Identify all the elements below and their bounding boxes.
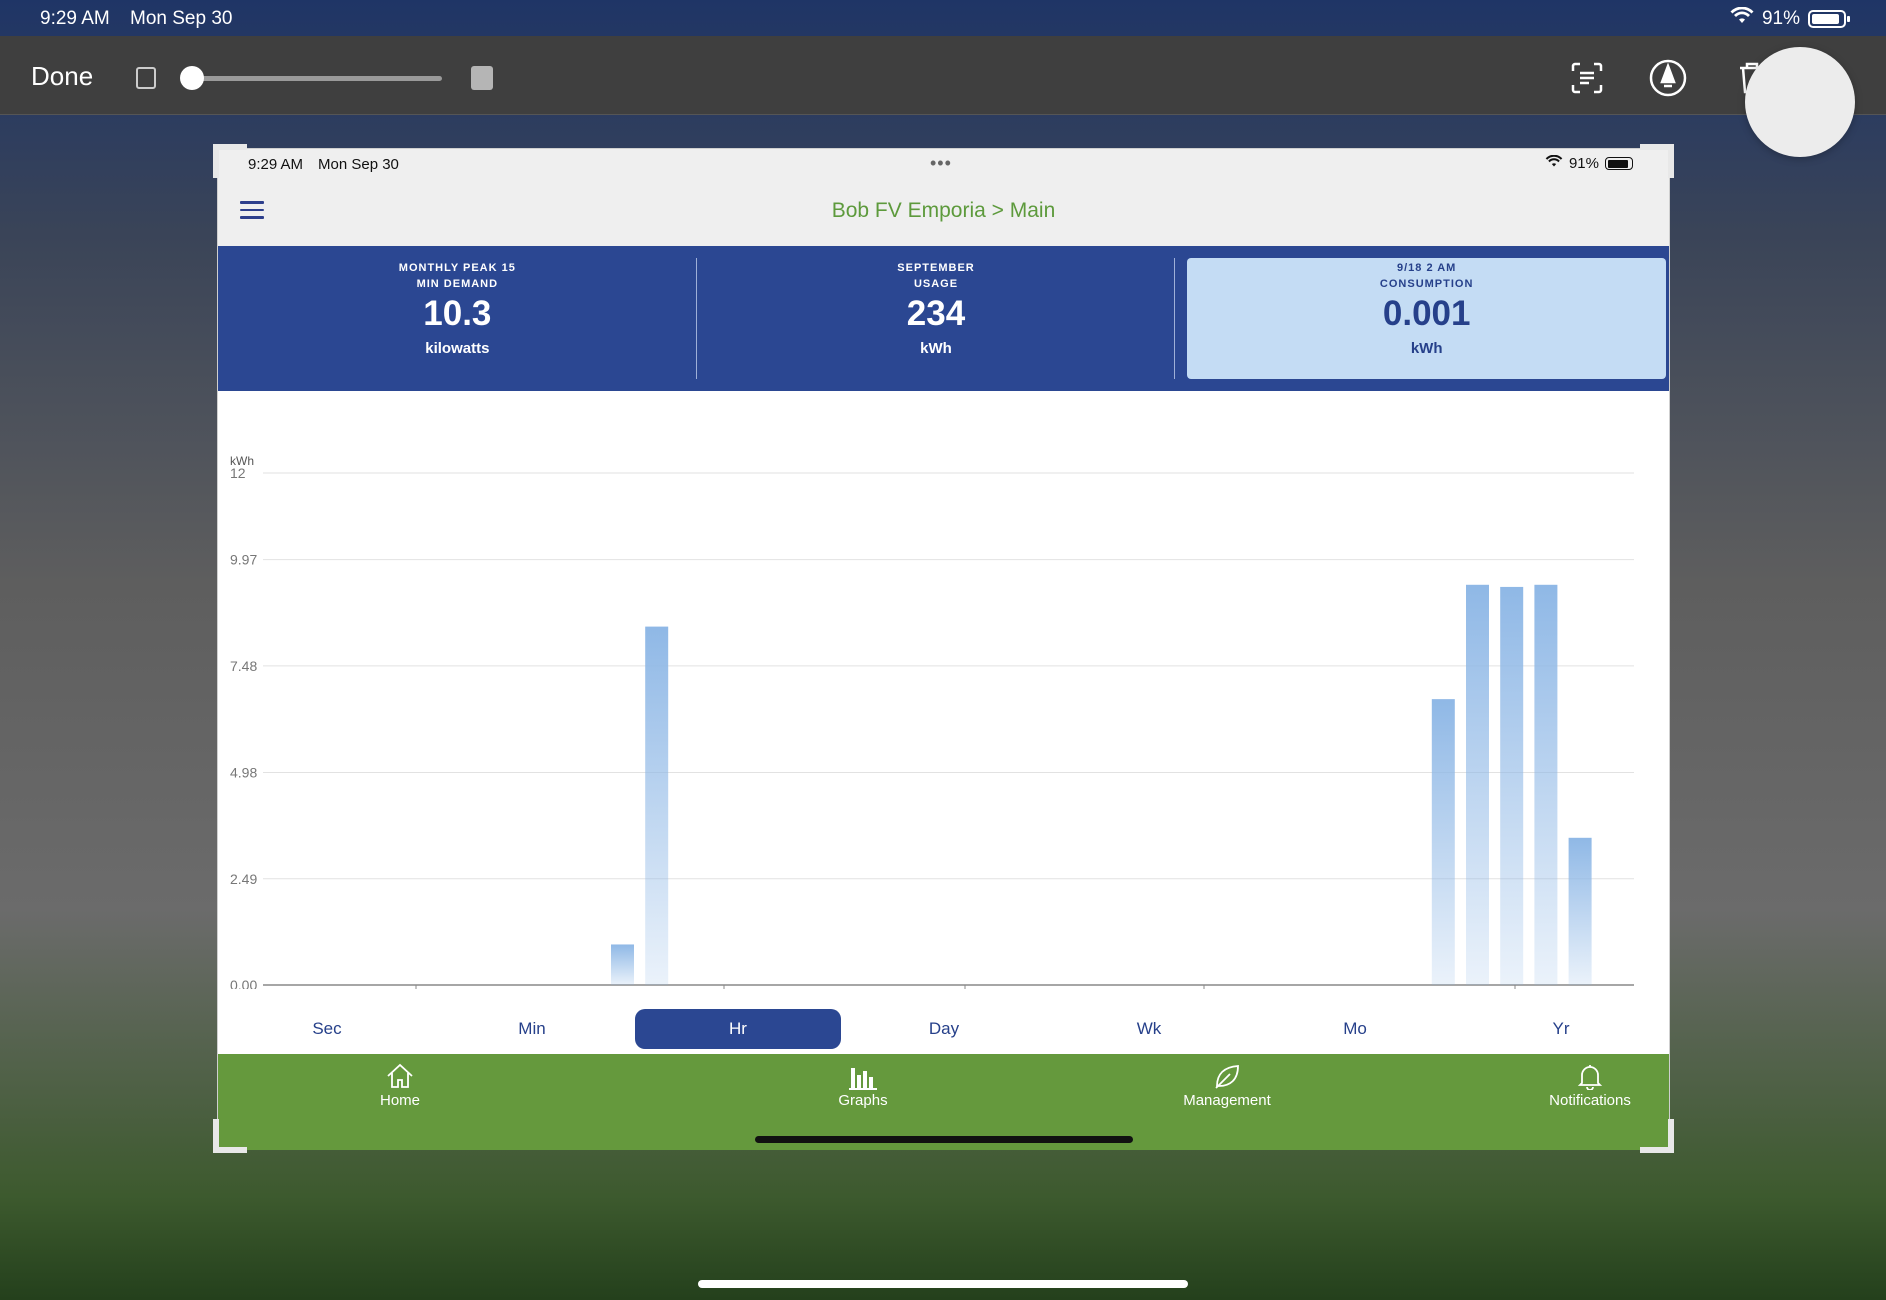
stat-label: MONTHLY PEAK 15 MIN DEMAND <box>398 262 516 290</box>
status-time: 9:29 AM <box>40 8 110 29</box>
stat-unit: kWh <box>920 340 952 357</box>
stat-value: 234 <box>906 294 966 333</box>
stat-label: SEPTEMBER USAGE <box>897 262 975 290</box>
crop-handle[interactable] <box>1668 1119 1674 1153</box>
range-yr-button[interactable]: Yr <box>1552 1019 1570 1038</box>
app-status-time: 9:29 AM <box>248 156 304 173</box>
app-status-date: Mon Sep 30 <box>318 156 399 173</box>
stat-monthly-usage[interactable]: SEPTEMBER USAGE 234 kWh <box>697 246 1176 391</box>
markup-pen-icon[interactable] <box>1648 58 1688 98</box>
app-status-bar: 9:29 AM Mon Sep 30 ••• 91% <box>218 149 1669 179</box>
wifi-icon <box>1730 6 1754 31</box>
tab-home[interactable]: Home <box>300 1062 500 1109</box>
stat-unit: kWh <box>1410 340 1443 357</box>
markup-toolbar: Done <box>0 36 1886 115</box>
chart-bar[interactable] <box>645 626 669 985</box>
stroke-slider[interactable] <box>186 76 442 81</box>
chart-bar[interactable] <box>1466 584 1489 985</box>
tab-notifications[interactable]: Notifications <box>1490 1062 1690 1109</box>
screenshot-preview: 9:29 AM Mon Sep 30 ••• 91% Bob FV Empori… <box>213 144 1674 1153</box>
y-tick-label: 7.48 <box>230 658 257 674</box>
device-status-bar: 9:29 AM Mon Sep 30 91% <box>0 0 1886 36</box>
stat-value: 0.001 <box>1382 294 1471 333</box>
battery-percent: 91% <box>1761 8 1800 29</box>
y-tick-label: 9.97 <box>230 552 257 568</box>
chart-bar[interactable] <box>1568 837 1592 985</box>
stat-peak-demand[interactable]: MONTHLY PEAK 15 MIN DEMAND 10.3 kilowatts <box>218 246 697 391</box>
chart-bar[interactable] <box>1431 699 1455 985</box>
more-dots-icon[interactable]: ••• <box>930 153 952 173</box>
chart-bar[interactable] <box>1534 584 1558 985</box>
crop-handle[interactable] <box>213 144 219 178</box>
status-date: Mon Sep 30 <box>130 8 233 29</box>
crop-handle[interactable] <box>1668 144 1674 178</box>
app-battery-icon <box>1605 157 1633 170</box>
thick-stroke-icon[interactable] <box>471 66 493 90</box>
y-tick-label: 4.98 <box>230 765 257 781</box>
stat-consumption[interactable]: 9/18 2 AM CONSUMPTION 0.001 kWh <box>1187 258 1667 379</box>
app-status-right: 91% <box>1545 154 1633 172</box>
page-title: Bob FV Emporia > Main <box>831 199 1056 222</box>
done-button[interactable]: Done <box>31 61 94 91</box>
hamburger-menu-icon[interactable] <box>240 201 264 221</box>
crop-handle[interactable] <box>1640 1147 1674 1153</box>
range-min-button[interactable]: Min <box>518 1019 546 1038</box>
crop-handle[interactable] <box>213 1147 247 1153</box>
tab-management[interactable]: Management <box>1127 1062 1327 1109</box>
y-tick-label: 12 <box>230 465 246 481</box>
stat-value: 10.3 <box>423 294 492 333</box>
thin-stroke-icon[interactable] <box>136 67 156 89</box>
y-tick-label: 2.49 <box>230 871 257 887</box>
y-axis-label: kWh <box>230 454 254 468</box>
chart-bar[interactable] <box>611 944 634 985</box>
floating-assistive-button[interactable] <box>1745 47 1855 157</box>
app-wifi-icon <box>1545 154 1563 172</box>
home-icon <box>387 1063 413 1088</box>
status-right: 91% <box>1730 6 1850 31</box>
range-mo-button[interactable]: Mo <box>1343 1019 1367 1038</box>
stat-unit: kilowatts <box>425 340 490 357</box>
tab-graphs[interactable]: Graphs <box>763 1062 963 1109</box>
bar-chart-icon <box>849 1068 877 1090</box>
crop-handle[interactable] <box>213 144 247 150</box>
text-recognition-icon[interactable] <box>1567 58 1607 98</box>
range-wk-button[interactable]: Wk <box>1136 1019 1162 1038</box>
app-battery-percent: 91% <box>1568 155 1599 172</box>
chart-bar[interactable] <box>1500 586 1524 985</box>
device-home-indicator <box>698 1280 1188 1288</box>
battery-icon <box>1808 10 1850 28</box>
range-sec-button[interactable]: Sec <box>312 1019 342 1038</box>
app-home-indicator <box>755 1136 1133 1143</box>
stats-panel: MONTHLY PEAK 15 MIN DEMAND 10.3 kilowatts… <box>218 246 1669 391</box>
tab-bar: Home Graphs Management Notifications <box>218 1054 1669 1150</box>
range-selector: Sec Min Hr Day Wk Mo Yr <box>218 1009 1669 1051</box>
bell-icon <box>1577 1065 1603 1090</box>
crop-handle[interactable] <box>213 1119 219 1153</box>
stroke-slider-knob[interactable] <box>180 66 204 90</box>
range-day-button[interactable]: Day <box>928 1019 960 1038</box>
app-header: Bob FV Emporia > Main <box>218 179 1669 246</box>
crop-handle[interactable] <box>1640 144 1674 150</box>
range-hr-button[interactable]: Hr <box>635 1009 841 1049</box>
y-tick-label: 0.00 <box>230 977 257 989</box>
leaf-icon <box>1215 1065 1239 1089</box>
stat-label: 9/18 2 AM CONSUMPTION <box>1379 262 1474 290</box>
